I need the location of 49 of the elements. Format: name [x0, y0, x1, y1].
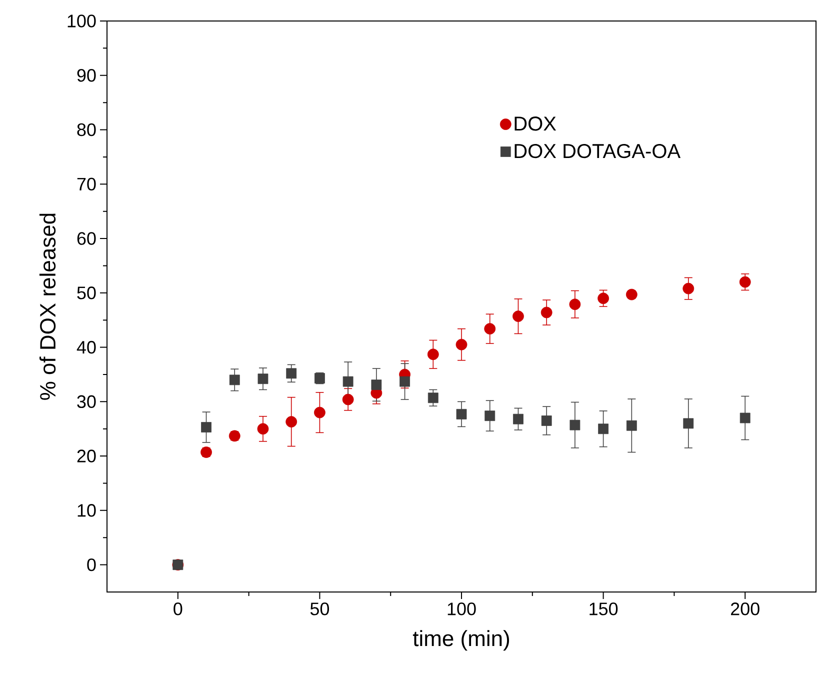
- point: [740, 412, 750, 424]
- point: [456, 408, 467, 420]
- point: [456, 338, 468, 350]
- point: [598, 292, 610, 304]
- y-tick-label: 40: [76, 340, 96, 354]
- point: [739, 276, 751, 288]
- y-tick-label: 0: [87, 558, 96, 572]
- point: [258, 374, 268, 384]
- point: [342, 376, 354, 387]
- point: [570, 420, 580, 430]
- x-tick-label: 100: [448, 602, 476, 616]
- legend-label: DOX: [514, 116, 556, 131]
- point: [286, 368, 297, 379]
- point: [371, 380, 382, 390]
- y-tick-label: 60: [77, 232, 96, 245]
- point: [484, 410, 496, 422]
- y-tick-label: 100: [68, 14, 96, 28]
- legend-label: DOX DOTAGA-OA: [514, 144, 681, 158]
- x-tick-label: 0: [174, 602, 182, 616]
- y-tick-label: 30: [77, 395, 96, 408]
- point: [626, 420, 637, 431]
- y-tick-label: 50: [77, 286, 96, 300]
- point: [683, 418, 694, 429]
- point: [286, 416, 298, 428]
- point: [569, 298, 581, 310]
- y-tick-label: 90: [77, 69, 96, 82]
- point: [201, 422, 212, 432]
- point: [428, 392, 438, 404]
- y-tick-label: 70: [77, 178, 96, 191]
- y-axis-title: % of DOX released: [39, 214, 56, 400]
- point: [598, 424, 609, 434]
- point: [427, 348, 439, 360]
- x-tick-label: 200: [731, 602, 760, 616]
- point: [512, 310, 524, 322]
- point: [682, 282, 694, 294]
- point: [257, 423, 269, 435]
- x-tick-label: 150: [590, 602, 618, 616]
- y-tick-label: 10: [78, 504, 96, 517]
- point: [513, 414, 524, 424]
- point: [314, 406, 326, 418]
- x-axis-title: time (min): [412, 630, 510, 651]
- point: [540, 306, 552, 318]
- point: [484, 323, 496, 334]
- x-tick-label: 50: [310, 602, 330, 616]
- point: [541, 415, 552, 426]
- point: [342, 394, 354, 406]
- y-tick-label: 80: [77, 123, 96, 136]
- y-tick-label: 20: [77, 450, 96, 462]
- point: [229, 374, 240, 386]
